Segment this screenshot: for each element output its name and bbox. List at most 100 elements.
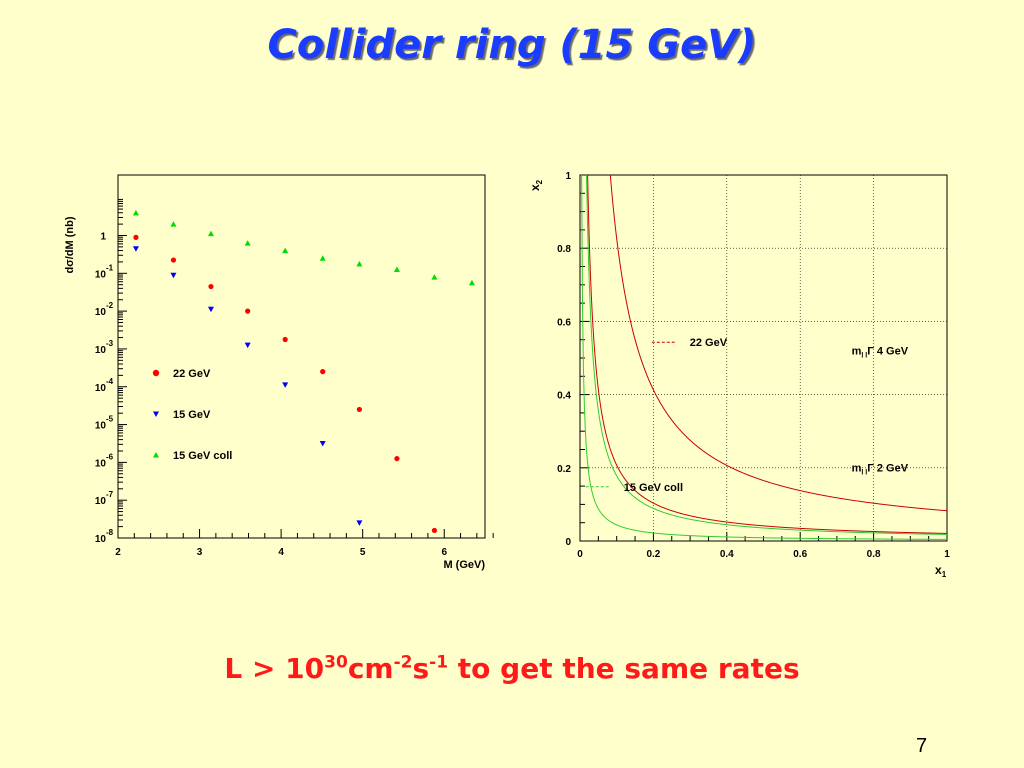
- curve-22-gev: [609, 174, 948, 512]
- luminosity-statement: L > 1030cm-2s-1 to get the same rates: [0, 652, 1024, 685]
- x-tick-label: 0.4: [720, 549, 734, 560]
- lumi-unit-cm: cm: [347, 652, 394, 685]
- y-tick-label: 10: [95, 383, 107, 394]
- left-legend: 22 GeV 15 GeV 15 GeV coll: [152, 368, 232, 462]
- x-axis-label-sub: 1: [942, 570, 947, 579]
- y-axis-label-base: x: [528, 184, 542, 191]
- lumi-prefix: L > 10: [224, 652, 325, 685]
- y-tick-label: 0.8: [557, 244, 571, 255]
- y-tick-label: 10: [95, 269, 107, 280]
- legend-marker: [153, 452, 159, 458]
- x-tick-label: 1: [944, 549, 950, 560]
- x-tick-label: 0.6: [793, 549, 807, 560]
- data-point-15-gev-coll: [468, 279, 475, 286]
- y-tick-exponent: -5: [106, 415, 114, 424]
- y-tick-exponent: -6: [106, 452, 114, 461]
- data-point-22-gev: [431, 527, 438, 534]
- x-tick-label: 2: [115, 547, 121, 558]
- y-tick-label: 0.4: [557, 391, 571, 402]
- y-tick-exponent: -1: [106, 263, 114, 272]
- x-tick-label: 0.2: [646, 549, 660, 560]
- y-tick-label: 10: [95, 307, 107, 318]
- y-tick-label: 1: [565, 171, 571, 182]
- y-tick-label: 10: [95, 345, 107, 356]
- left-points: [132, 209, 475, 534]
- data-point-15-gev: [356, 520, 363, 526]
- data-point-15-gev-coll: [282, 247, 289, 254]
- slide-title: Collider ring (15 GeV): [267, 22, 757, 68]
- y-tick-label: 10: [95, 421, 107, 432]
- y-axis-label-sub: 2: [535, 179, 544, 184]
- data-point-15-gev-coll: [244, 240, 251, 246]
- right-x-ticks: 0 0.2 0.4 0.6 0.8 1: [577, 532, 950, 560]
- annotation-text: m: [852, 462, 862, 474]
- legend-label: 15 GeV coll: [173, 450, 232, 462]
- annotation-sub: l l: [861, 469, 867, 476]
- annotation-post: 4 GeV: [874, 345, 909, 357]
- x-tick-label: 3: [197, 547, 203, 558]
- x-axis-label-base: x: [935, 563, 942, 577]
- annotation-mid: Γ: [867, 345, 874, 357]
- y-tick-exponent: -7: [106, 490, 114, 499]
- lumi-exp-1: 30: [324, 652, 348, 673]
- data-point-15-gev: [132, 246, 139, 252]
- annotation-post: 2 GeV: [874, 462, 909, 474]
- data-point-15-gev-coll: [207, 230, 214, 237]
- left-x-axis-label: M (GeV): [443, 559, 485, 571]
- lumi-exp-3: -1: [429, 652, 449, 673]
- data-point-22-gev: [245, 308, 251, 314]
- page-number: 7: [916, 735, 928, 757]
- y-tick-label: 10: [95, 534, 107, 545]
- y-tick-label: 0.2: [557, 464, 571, 475]
- right-curves: [581, 174, 948, 540]
- right-legend: 22 GeV 15 GeV coll: [585, 337, 728, 494]
- lumi-unit-s: s: [412, 652, 430, 685]
- legend-label: 22 GeV: [173, 368, 211, 380]
- curve-15-gev-coll: [586, 174, 948, 535]
- data-point-15-gev: [244, 342, 251, 349]
- x-tick-label: 4: [278, 547, 284, 558]
- data-point-15-gev-coll: [431, 274, 438, 280]
- curve-22-gev: [587, 174, 948, 534]
- data-point-15-gev-coll: [319, 255, 326, 261]
- curve-15-gev-coll: [581, 174, 947, 540]
- legend-label: 22 GeV: [690, 337, 728, 349]
- data-point-15-gev-coll: [393, 266, 400, 273]
- x-tick-label: 5: [360, 547, 366, 558]
- x-tick-label: 0.8: [867, 549, 881, 560]
- y-tick-label: 1: [100, 232, 106, 243]
- annotation-text: m: [852, 345, 862, 357]
- y-tick-exponent: -3: [106, 339, 114, 348]
- y-tick-exponent: -2: [106, 301, 114, 310]
- data-point-15-gev: [207, 306, 214, 313]
- mass-width-annotation: ml lΓ 2 GeV: [852, 462, 909, 476]
- left-y-ticks: 110-110-210-310-410-510-610-710-8: [95, 198, 127, 545]
- data-point-22-gev: [394, 455, 400, 462]
- lumi-suffix: to get the same rates: [448, 652, 800, 685]
- data-point-15-gev-coll: [356, 260, 363, 267]
- data-point-22-gev: [170, 257, 177, 263]
- data-point-15-gev: [170, 272, 177, 279]
- y-tick-label: 0: [565, 537, 571, 548]
- data-point-22-gev: [320, 369, 326, 375]
- x-tick-label: 0: [577, 549, 583, 560]
- left-y-axis-label: dσ/dM (nb): [64, 216, 76, 273]
- x-axis-label: x1: [935, 563, 947, 579]
- legend-label: 15 GeV: [173, 409, 211, 421]
- x-tick-label: 6: [441, 547, 447, 558]
- y-axis-label: x2: [528, 179, 544, 191]
- x1-x2-chart: 0 0.2 0.4 0.6 0.8 1 00.20.40.60.81 ml lΓ 4 Ge…: [528, 171, 950, 579]
- lumi-exp-2: -2: [393, 652, 413, 673]
- data-point-22-gev: [356, 406, 363, 413]
- y-tick-label: 10: [95, 458, 107, 469]
- annotation-mid: Γ: [867, 462, 874, 474]
- mass-width-annotation: ml lΓ 4 GeV: [852, 345, 909, 359]
- y-tick-label: 0.6: [557, 317, 571, 328]
- left-x-ticks: 2 3 4 5 6: [115, 529, 494, 558]
- left-plot-frame: [117, 174, 486, 539]
- data-point-22-gev: [133, 234, 139, 240]
- annotation-sub: l l: [861, 352, 867, 359]
